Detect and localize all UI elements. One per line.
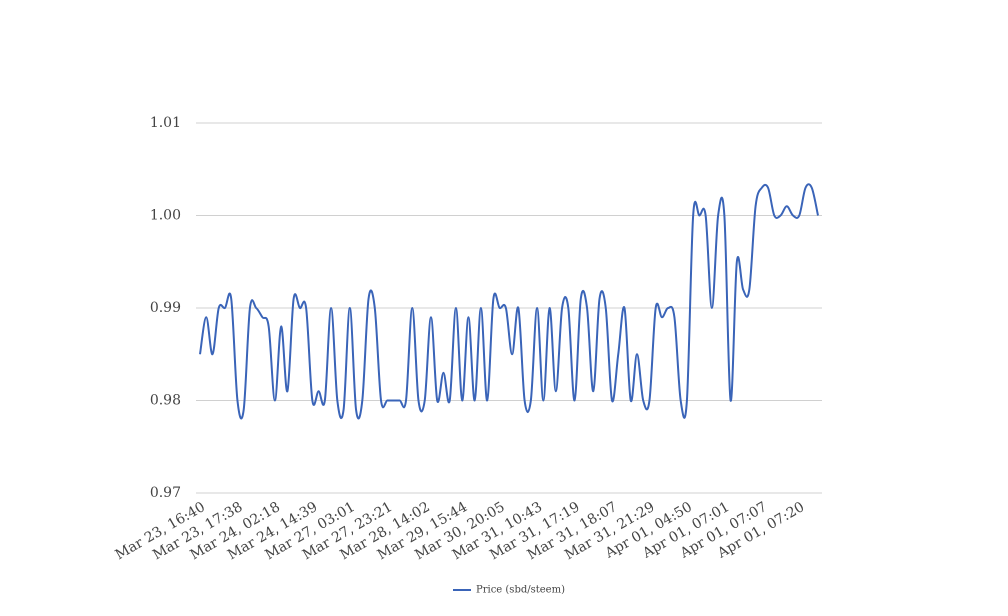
y-tick-label: 1.00 xyxy=(150,208,181,224)
y-tick-label: 0.99 xyxy=(150,300,181,316)
legend-label: Price (sbd/steem) xyxy=(476,585,565,596)
price-line xyxy=(199,183,819,420)
y-tick-label: 0.97 xyxy=(150,485,181,501)
y-tick-label: 0.98 xyxy=(150,393,181,409)
y-tick-label: 1.01 xyxy=(150,115,181,131)
